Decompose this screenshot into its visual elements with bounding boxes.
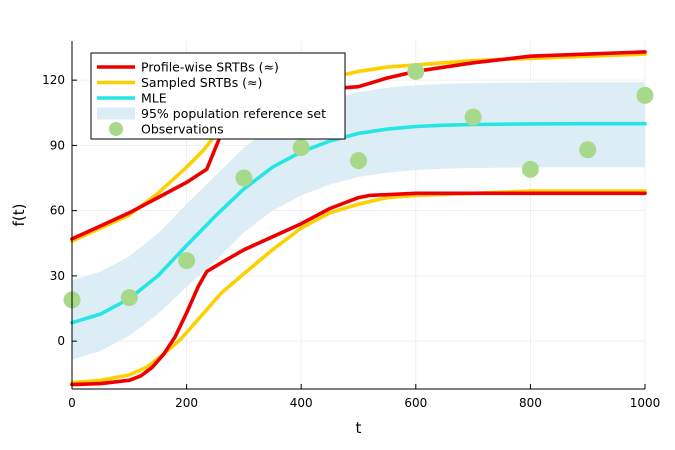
x-tick-label: 1000 xyxy=(630,396,661,410)
x-tick-label: 600 xyxy=(404,396,427,410)
population-reference-band xyxy=(72,82,645,360)
observation-point xyxy=(178,252,196,270)
legend-label: 95% population reference set xyxy=(141,106,326,121)
observation-point xyxy=(350,152,367,170)
x-tick-label: 400 xyxy=(290,396,313,410)
y-tick-label: 90 xyxy=(50,138,65,152)
observation-point xyxy=(636,86,654,104)
observation-point xyxy=(407,62,425,80)
legend-swatch-marker xyxy=(109,122,123,136)
observation-point xyxy=(235,169,253,187)
x-tick-label: 0 xyxy=(68,396,76,410)
axes xyxy=(71,41,646,390)
x-tick-label: 800 xyxy=(519,396,542,410)
mle-mle-line xyxy=(70,121,647,325)
profile-srtb-lower-line xyxy=(70,191,647,387)
y-tick-label: 30 xyxy=(50,269,65,283)
observation-point xyxy=(120,289,138,307)
legend: Profile-wise SRTBs (≈)Sampled SRTBs (≈)M… xyxy=(90,52,346,140)
legend-label: Profile-wise SRTBs (≈) xyxy=(141,60,279,75)
observation-point xyxy=(521,160,539,178)
legend-label: Observations xyxy=(141,122,224,137)
y-tick-label: 60 xyxy=(50,204,65,218)
y-axis-label: f(t) xyxy=(10,204,28,227)
legend-swatch-band xyxy=(97,107,135,120)
y-tick-label: 0 xyxy=(57,334,65,348)
x-tick-label: 200 xyxy=(175,396,198,410)
x-axis-label: t xyxy=(356,419,362,437)
observation-point xyxy=(579,141,597,159)
observation-point xyxy=(292,139,310,157)
observation-point xyxy=(464,108,482,126)
y-tick-label: 120 xyxy=(42,73,65,87)
legend-label: Sampled SRTBs (≈) xyxy=(141,75,262,90)
legend-label: MLE xyxy=(141,91,167,106)
tick-labels: 0 200 400 600 800 1000 0 30 60 90 120 xyxy=(42,73,660,410)
